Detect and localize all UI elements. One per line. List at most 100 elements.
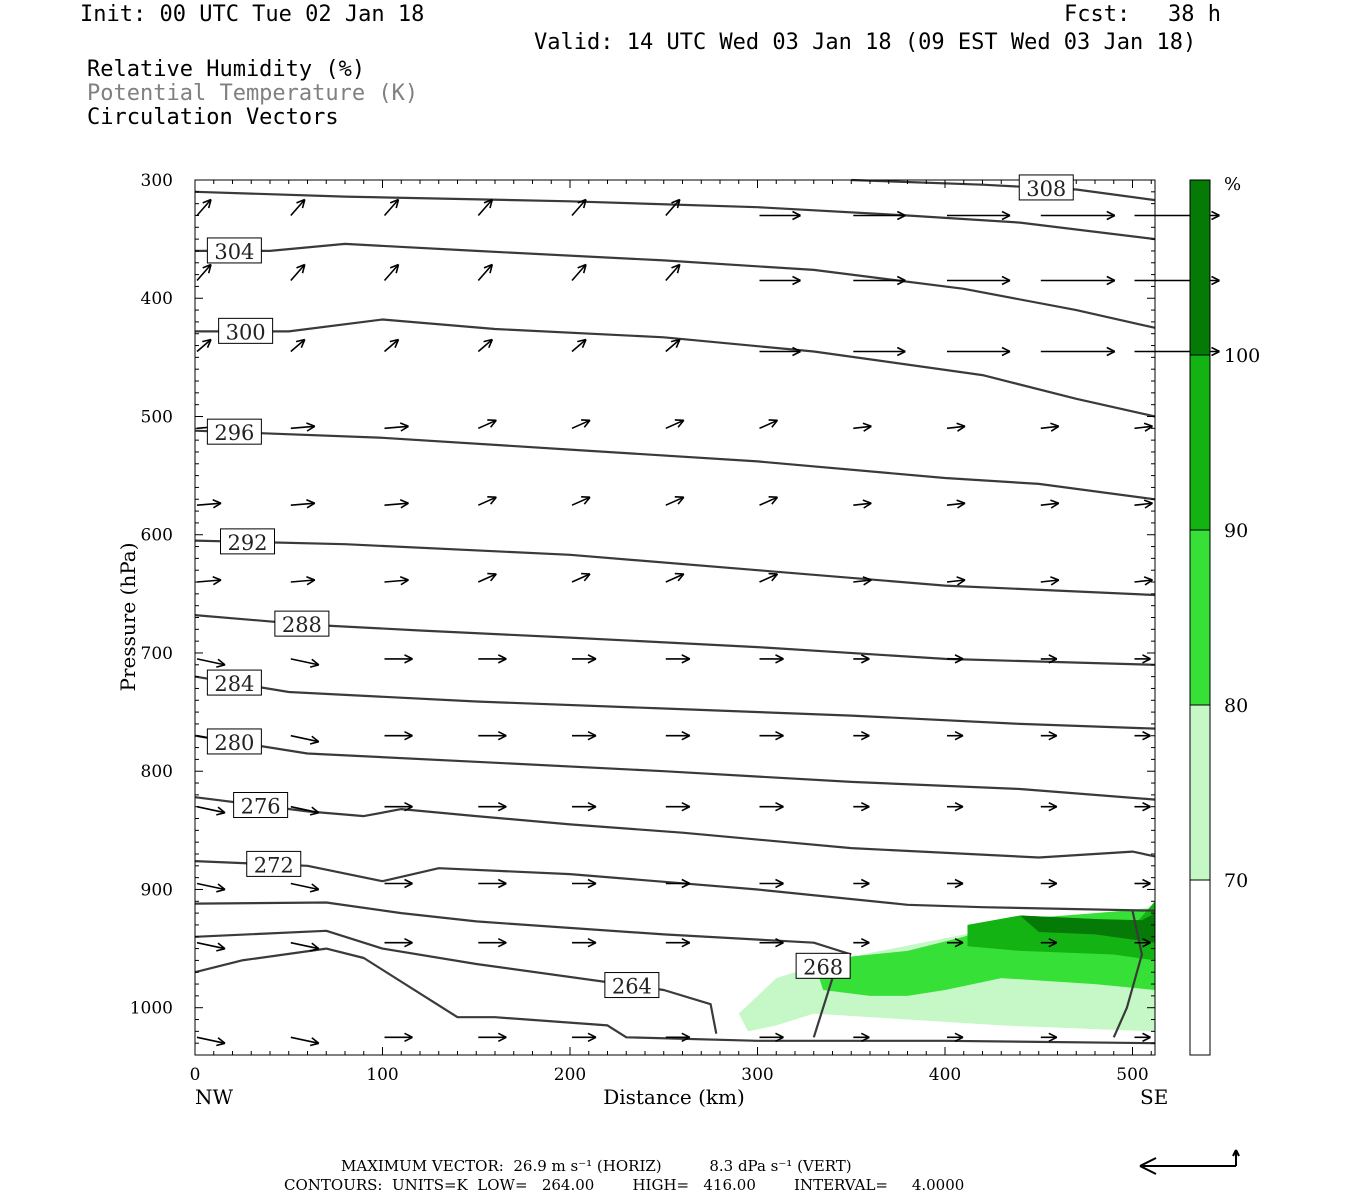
vector-head — [1142, 941, 1151, 948]
vector-head — [860, 941, 870, 948]
vector-arrow — [1040, 730, 1058, 741]
vector-arrow — [571, 496, 591, 506]
vector-arrow — [384, 801, 413, 812]
vector-head — [1050, 425, 1060, 432]
vector-head — [587, 801, 597, 808]
vector-arrow — [290, 198, 306, 217]
vector-head — [404, 882, 413, 889]
vector-arrow — [1040, 275, 1116, 286]
vector-arrow — [759, 801, 784, 812]
rh-region-100 — [1020, 913, 1155, 943]
vector-head — [677, 496, 685, 505]
vector-head — [400, 579, 409, 586]
vector-head — [896, 350, 906, 357]
y-tick-label: 500 — [141, 407, 173, 427]
contour-label-264: 264 — [612, 975, 652, 999]
vector-head — [1142, 734, 1151, 741]
vector-head — [775, 730, 784, 737]
vector-head — [681, 1036, 691, 1043]
vector-shaft — [571, 263, 587, 282]
x-tick-label: 0 — [190, 1065, 201, 1085]
legend-title-theta: Potential Temperature (K) — [87, 81, 419, 106]
vector-arrow — [759, 937, 784, 948]
vector-head — [389, 198, 399, 204]
vector-head — [587, 941, 597, 948]
vector-arrow — [665, 198, 681, 217]
vector-head — [489, 496, 497, 505]
vector-arrow — [1040, 576, 1060, 586]
vector-arrow — [1134, 878, 1151, 889]
vector-shaft — [1134, 502, 1153, 506]
forecast-hour-value: 38 h — [1168, 2, 1221, 27]
contour-label-296: 296 — [214, 421, 254, 445]
vector-head — [860, 658, 870, 664]
vector-head — [581, 339, 587, 349]
vector-head — [792, 275, 801, 282]
vector-shaft — [853, 502, 872, 506]
vector-head — [202, 338, 212, 343]
vector-head — [404, 878, 413, 885]
vector-arrow — [947, 210, 1011, 221]
vector-head — [1050, 579, 1060, 586]
vector-head — [860, 878, 870, 885]
vector-arrow — [383, 263, 400, 282]
vector-arrow — [384, 654, 413, 664]
vector-head — [587, 1036, 597, 1043]
vector-head — [1048, 878, 1058, 885]
vector-head — [296, 263, 306, 269]
vector-head — [389, 263, 399, 269]
theta-contour-268 — [194, 901, 852, 956]
vector-head — [1050, 502, 1060, 509]
vector-head — [1106, 275, 1116, 282]
theta-contour-308 — [851, 178, 1156, 202]
vector-arrow — [947, 346, 1011, 357]
vector-head — [587, 805, 597, 812]
vector-head — [860, 801, 870, 808]
vector-arrow — [1040, 878, 1058, 889]
vector-head — [587, 654, 597, 660]
vector-arrow — [478, 878, 507, 889]
vector-head — [1001, 279, 1011, 286]
vector-shaft — [290, 734, 319, 743]
vector-shaft — [665, 496, 685, 506]
vector-head — [681, 941, 691, 948]
vector-head — [681, 1032, 691, 1039]
vector-head — [207, 264, 212, 274]
colorbar-segment — [1189, 354, 1211, 531]
vector-shaft — [477, 338, 493, 353]
vector-shaft — [290, 1036, 319, 1045]
vector-head — [677, 419, 685, 428]
vector-shaft — [1134, 579, 1153, 583]
vector-arrow — [384, 422, 409, 432]
vector-head — [862, 422, 872, 428]
vector-shaft — [477, 496, 497, 506]
theta-contour-296 — [194, 429, 1156, 501]
vector-head — [1142, 1032, 1151, 1039]
colorbar-segment — [1189, 704, 1211, 881]
vector-arrow — [853, 210, 906, 221]
vector-head — [217, 806, 226, 814]
vector-arrow — [571, 572, 591, 583]
vector-arrow — [947, 937, 964, 948]
vector-arrow — [1040, 422, 1060, 432]
vector-arrow — [477, 338, 494, 353]
colorbar-level-label: 70 — [1224, 870, 1248, 892]
colorbar: 70 80 90 100 — [1189, 179, 1260, 1056]
vector-head — [1211, 214, 1220, 221]
vector-shaft — [290, 425, 315, 430]
vector-arrow — [946, 499, 966, 509]
vector-shaft — [665, 263, 681, 282]
vector-head — [775, 654, 784, 660]
vector-head — [681, 730, 691, 737]
vector-head — [301, 199, 306, 209]
vector-head — [404, 730, 413, 737]
vector-head — [404, 805, 413, 812]
theta-contour-272 — [194, 860, 1156, 912]
vector-head — [1106, 346, 1116, 353]
vector-shaft — [290, 579, 315, 583]
colorbar-segment — [1189, 179, 1211, 356]
vector-head — [306, 579, 316, 586]
vector-head — [896, 279, 906, 286]
vector-shaft — [665, 573, 685, 583]
vector-head — [775, 937, 784, 944]
